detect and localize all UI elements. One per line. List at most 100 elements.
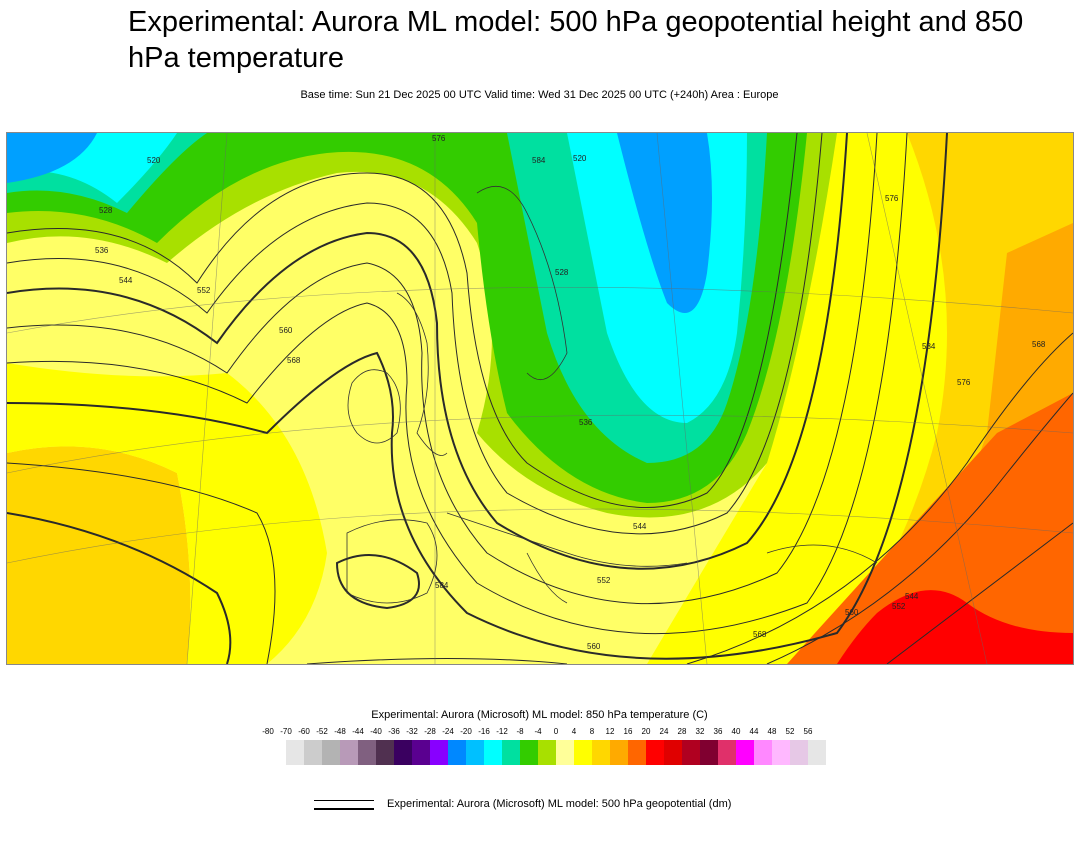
geopotential-contours (7, 133, 1073, 664)
contour-label: 576 (885, 194, 899, 203)
legend-swatch (322, 740, 340, 765)
legend-tick-label: -20 (460, 727, 472, 736)
contour-label: 584 (435, 581, 449, 590)
legend-swatch (772, 740, 790, 765)
legend-swatch (358, 740, 376, 765)
contour-label: 560 (587, 642, 601, 651)
contour-label: 536 (579, 418, 593, 427)
legend-swatch (682, 740, 700, 765)
legend-tick-label: -60 (298, 727, 310, 736)
contour-label: 552 (197, 286, 211, 295)
legend-tick-label: -52 (316, 727, 328, 736)
field-gold-west (7, 446, 191, 664)
legend-swatch (664, 740, 682, 765)
legend-tick-label: -32 (406, 727, 418, 736)
chart-title: Experimental: Aurora ML model: 500 hPa g… (128, 6, 1024, 74)
contour-label: 560 (845, 608, 859, 617)
contour-label: 520 (573, 154, 587, 163)
legend-tick-label: 20 (641, 727, 651, 736)
field-blue-core (7, 133, 712, 313)
legend-swatch (700, 740, 718, 765)
legend-tick-label: 52 (785, 727, 795, 736)
legend-swatch (592, 740, 610, 765)
legend-tick-label: 36 (713, 727, 723, 736)
legend-tick-label: -44 (352, 727, 364, 736)
legend-swatch (718, 740, 736, 765)
contour-label: 536 (95, 246, 109, 255)
field-yellow-west (7, 363, 327, 664)
chart-subtitle: Base time: Sun 21 Dec 2025 00 UTC Valid … (300, 89, 779, 101)
legend-tick-label: 24 (659, 727, 669, 736)
contour-label: 552 (597, 576, 611, 585)
legend-tick-label: -70 (280, 727, 292, 736)
field-red-se (837, 590, 1073, 664)
legend-swatch (628, 740, 646, 765)
legend-swatch (286, 740, 304, 765)
legend-tick-label: -16 (478, 727, 490, 736)
legend-swatch (394, 740, 412, 765)
legend-swatch (538, 740, 556, 765)
field-teal-arc (7, 133, 767, 463)
contour-label: 544 (905, 592, 919, 601)
legend-tick-label: 12 (605, 727, 615, 736)
thick-contour-sample (314, 808, 374, 810)
contour-label: 544 (119, 276, 133, 285)
legend-tick-label: -12 (496, 727, 508, 736)
legend-color-bar (286, 740, 826, 765)
legend-tick-label: 28 (677, 727, 687, 736)
legend-tick-label: -36 (388, 727, 400, 736)
legend-tick-label: -80 (262, 727, 274, 736)
contour-label: 560 (279, 326, 293, 335)
contour-label: 552 (892, 602, 906, 611)
legend-tick-label: -8 (516, 727, 524, 736)
legend-tick-label: 0 (553, 727, 559, 736)
legend-swatch (376, 740, 394, 765)
legend-tick-label: 56 (803, 727, 813, 736)
legend-tick-label: 48 (767, 727, 777, 736)
legend-swatch (466, 740, 484, 765)
legend-swatch (520, 740, 538, 765)
graticule (7, 133, 1073, 664)
field-darkorange-se (787, 393, 1073, 664)
legend-tick-label: -28 (424, 727, 436, 736)
contour-label: 576 (432, 134, 446, 143)
legend-swatch (754, 740, 772, 765)
weather-map[interactable]: 520 528 536 544 552 560 568 576 584 520 528 536 544 5… (6, 132, 1074, 665)
legend-swatch (430, 740, 448, 765)
contour-label: 568 (287, 356, 301, 365)
legend-tick-label: -24 (442, 727, 454, 736)
legend-tick-label: -40 (370, 727, 382, 736)
legend-title: Experimental: Aurora (Microsoft) ML mode… (371, 709, 708, 721)
legend-swatch (556, 740, 574, 765)
legend-tick-label: 40 (731, 727, 741, 736)
legend-swatch (790, 740, 808, 765)
thin-contour-sample (314, 800, 374, 801)
legend-scale-labels: -80 -70 -60 -52 -48 -44 -40 -36 -32 -28 -24 -20 -16-… (260, 727, 820, 739)
contour-label: 528 (555, 268, 569, 277)
legend-tick-label: 32 (695, 727, 705, 736)
legend-swatch (646, 740, 664, 765)
contour-label: 584 (922, 342, 936, 351)
legend-swatch (610, 740, 628, 765)
legend-swatch (340, 740, 358, 765)
legend-swatch (412, 740, 430, 765)
contour-label: 584 (532, 156, 546, 165)
legend-tick-label: -4 (534, 727, 542, 736)
contour-label: 520 (147, 156, 161, 165)
contour-label: 568 (753, 630, 767, 639)
contour-label: 544 (633, 522, 647, 531)
legend-swatch (484, 740, 502, 765)
legend-tick-label: 44 (749, 727, 759, 736)
legend-tick-label: 16 (623, 727, 633, 736)
legend-swatch (574, 740, 592, 765)
legend-swatch (502, 740, 520, 765)
legend-tick-label: 4 (571, 727, 577, 736)
line-legend-label: Experimental: Aurora (Microsoft) ML mode… (387, 798, 732, 810)
legend-tick-label: -48 (334, 727, 346, 736)
legend-swatch (736, 740, 754, 765)
legend-swatch (304, 740, 322, 765)
coastlines (346, 185, 878, 604)
legend-swatch (448, 740, 466, 765)
